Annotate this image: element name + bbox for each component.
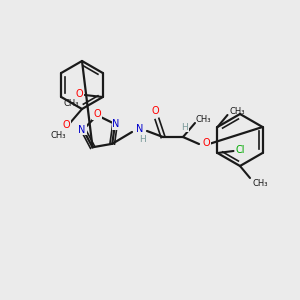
Text: N: N xyxy=(79,124,86,135)
Text: O: O xyxy=(76,89,84,99)
Text: CH₃: CH₃ xyxy=(50,130,66,140)
Text: CH₃: CH₃ xyxy=(195,115,211,124)
Text: N: N xyxy=(136,124,144,134)
Text: O: O xyxy=(62,120,70,130)
Text: H: H xyxy=(140,134,146,143)
Text: O: O xyxy=(93,109,101,119)
Text: O: O xyxy=(151,106,159,116)
Text: Cl: Cl xyxy=(236,145,245,155)
Text: H: H xyxy=(182,122,188,131)
Text: CH₃: CH₃ xyxy=(230,106,245,116)
Text: CH₃: CH₃ xyxy=(252,178,268,188)
Text: CH₃: CH₃ xyxy=(63,98,79,107)
Text: O: O xyxy=(202,138,210,148)
Text: N: N xyxy=(112,119,120,129)
